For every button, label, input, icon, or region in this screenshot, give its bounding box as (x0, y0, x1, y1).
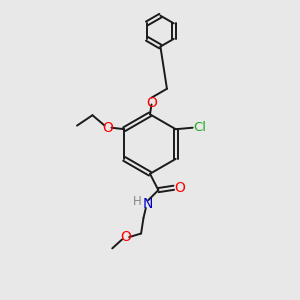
Text: O: O (174, 181, 185, 195)
Text: O: O (120, 230, 131, 244)
Text: Cl: Cl (193, 121, 206, 134)
Text: O: O (103, 121, 113, 135)
Text: H: H (133, 195, 142, 208)
Text: N: N (142, 196, 152, 211)
Text: O: O (146, 96, 157, 110)
